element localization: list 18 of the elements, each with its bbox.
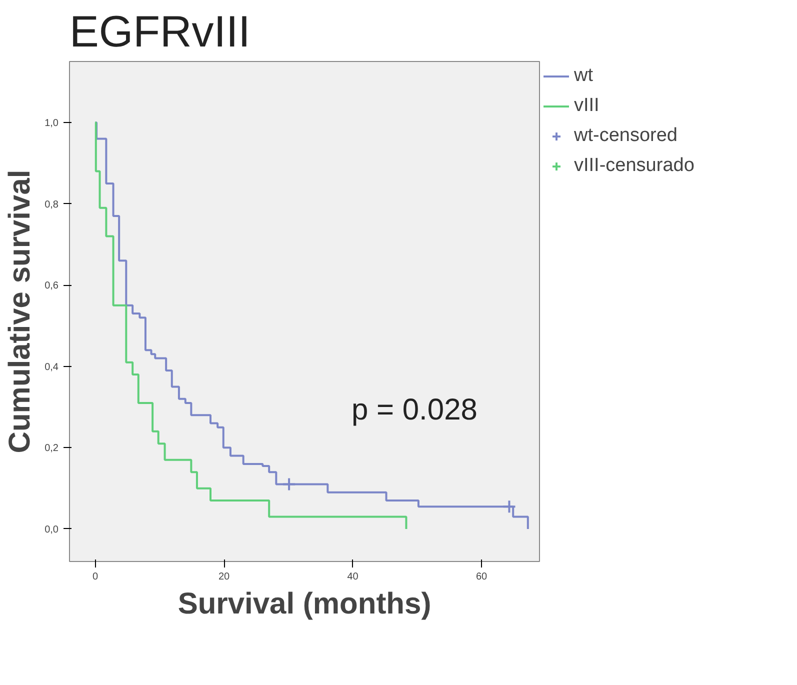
y-tick-label: 0,8 <box>44 199 59 210</box>
y-axis-title: Cumulative survival <box>4 170 37 454</box>
x-tick-label: 40 <box>347 572 359 582</box>
legend-label: wt <box>574 65 594 87</box>
y-tick-label: 0,4 <box>44 362 59 373</box>
x-tick-label: 60 <box>476 572 488 582</box>
y-tick-label: 0,0 <box>44 524 59 536</box>
y-tick-label: 0,2 <box>44 443 59 454</box>
legend-label: vIII-censurado <box>574 155 694 177</box>
y-tick-label: 0,6 <box>44 280 59 292</box>
x-tick-label: 20 <box>218 572 230 582</box>
x-axis-title: Survival (months) <box>178 588 432 620</box>
legend-label: vIII <box>574 95 600 117</box>
legend-label: wt-censored <box>574 125 678 147</box>
chart-title: EGFRvIII <box>70 8 250 56</box>
y-tick-label: 1,0 <box>44 118 59 129</box>
annotation: p = 0.028 <box>352 394 478 426</box>
x-tick-label: 0 <box>92 572 98 582</box>
